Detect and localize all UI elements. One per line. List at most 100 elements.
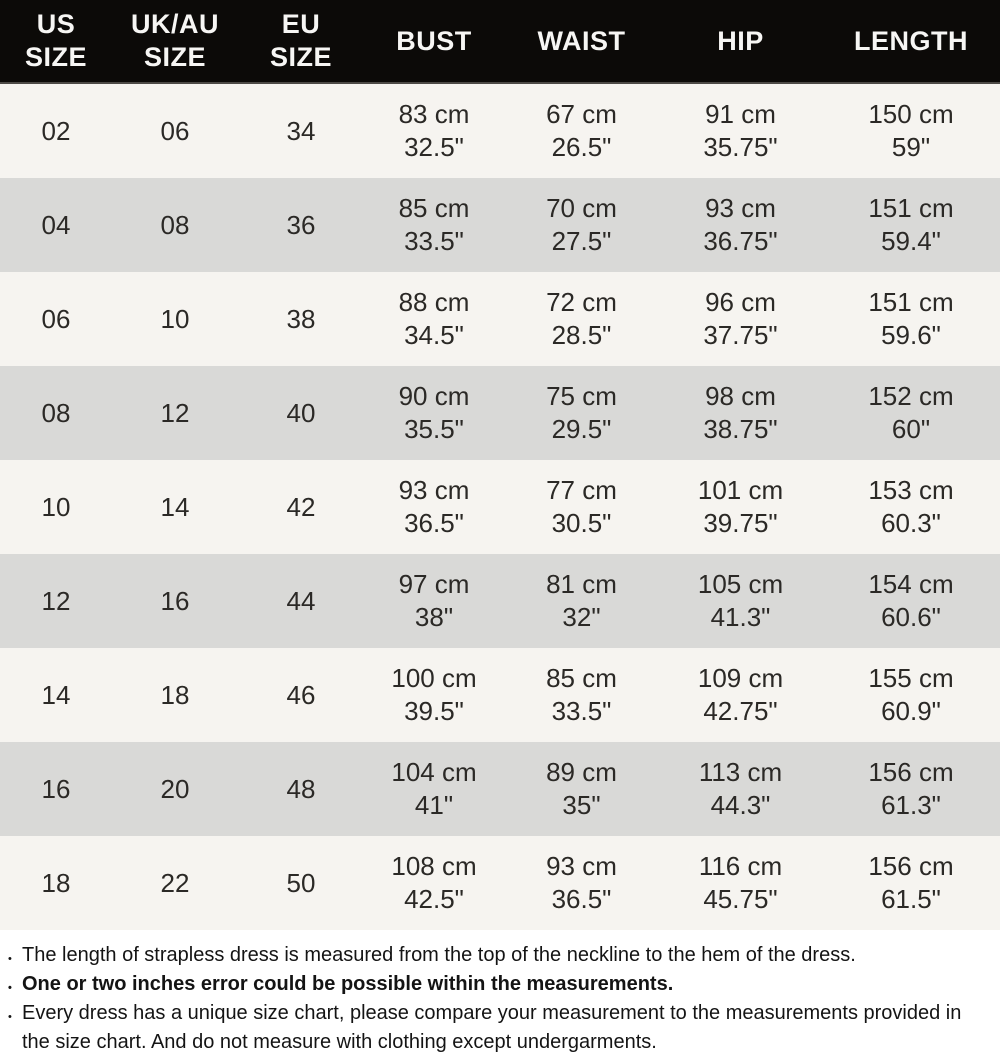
cell-line: 14	[160, 491, 190, 522]
cell-hip-row-4: 98 cm 38.75"	[659, 366, 822, 460]
cell-line: 33.5"	[404, 226, 464, 256]
cell-line: 36.75"	[703, 226, 778, 256]
bullet-icon: •	[8, 953, 12, 965]
cell-line: 100 cm	[391, 663, 477, 693]
cell-line: 116 cm	[698, 851, 783, 881]
cell-eu-row-3: 38	[238, 272, 364, 366]
cell-us-row-7: 14	[0, 648, 112, 742]
cell-line: 96 cm	[705, 287, 776, 317]
cell-us-row-8: 16	[0, 742, 112, 836]
cell-hip-row-1: 91 cm 35.75"	[659, 84, 822, 178]
size-table: US SIZE UK/AU SIZE EU SIZE BUST WAIST HIP LENGTH 0…	[0, 0, 1000, 930]
note-text: Every dress has a unique size chart, ple…	[22, 1002, 962, 1053]
cell-line: 42.75"	[703, 696, 778, 726]
cell-uk_au-row-6: 16	[112, 554, 238, 648]
cell-line: 32.5"	[404, 132, 464, 162]
cell-line: 06	[41, 303, 71, 334]
cell-bust-row-5: 93 cm 36.5"	[364, 460, 504, 554]
cell-line: 41"	[414, 790, 454, 820]
cell-line: 45.75"	[703, 884, 778, 914]
cell-line: SIZE	[143, 42, 206, 72]
cell-line: 27.5"	[551, 226, 612, 256]
cell-waist-row-9: 93 cm 36.5"	[504, 836, 659, 930]
cell-waist-row-1: 67 cm 26.5"	[504, 84, 659, 178]
bullet-icon: •	[8, 982, 12, 994]
note-text: The length of strapless dress is measure…	[22, 944, 856, 966]
cell-eu-row-1: 34	[238, 84, 364, 178]
column-header-length: LENGTH	[821, 0, 1000, 84]
cell-line: 113 cm	[698, 757, 783, 787]
column-header-waist: WAIST	[504, 0, 659, 84]
cell-uk_au-row-7: 18	[112, 648, 238, 742]
cell-line: 20	[160, 773, 190, 804]
note-1: • The length of strapless dress is measur…	[8, 941, 992, 970]
cell-line: BUST	[396, 25, 472, 56]
cell-bust-row-3: 88 cm 34.5"	[364, 272, 504, 366]
cell-bust-row-8: 104 cm 41"	[364, 742, 504, 836]
cell-line: 12	[41, 585, 71, 616]
cell-line: 35"	[562, 790, 601, 820]
cell-us-row-6: 12	[0, 554, 112, 648]
cell-line: 16	[41, 773, 71, 804]
cell-waist-row-2: 70 cm 27.5"	[504, 178, 659, 272]
cell-line: 59.6"	[881, 320, 941, 350]
cell-line: 108 cm	[391, 851, 477, 881]
cell-waist-row-8: 89 cm 35"	[504, 742, 659, 836]
cell-uk_au-row-2: 08	[112, 178, 238, 272]
cell-line: 37.75"	[703, 320, 778, 350]
cell-line: 152 cm	[868, 381, 954, 411]
cell-length-row-5: 153 cm 60.3"	[821, 460, 1000, 554]
cell-line: 42.5"	[404, 884, 464, 914]
cell-line: 44.3"	[710, 790, 771, 820]
cell-us-row-1: 02	[0, 84, 112, 178]
cell-line: 90 cm	[398, 381, 470, 411]
cell-eu-row-9: 50	[238, 836, 364, 930]
cell-line: 18	[160, 679, 190, 710]
cell-line: SIZE	[24, 42, 87, 72]
note-2: • One or two inches error could be possib…	[8, 970, 992, 999]
cell-line: 40	[286, 397, 316, 428]
cell-line: 156 cm	[868, 757, 954, 787]
column-header-bust: BUST	[364, 0, 504, 84]
cell-line: 39.5"	[404, 696, 464, 726]
cell-line: 41.3"	[710, 602, 771, 632]
cell-line: 48	[286, 773, 316, 804]
cell-line: US	[36, 9, 76, 39]
cell-line: 42	[286, 491, 316, 522]
cell-line: 72 cm	[546, 287, 617, 317]
cell-line: 77 cm	[546, 475, 617, 505]
cell-line: 04	[41, 209, 71, 240]
cell-line: 06	[160, 115, 190, 146]
cell-line: 67 cm	[546, 99, 617, 129]
cell-line: 32"	[562, 602, 601, 632]
cell-line: 89 cm	[546, 757, 617, 787]
cell-eu-row-5: 42	[238, 460, 364, 554]
cell-line: 91 cm	[705, 99, 776, 129]
cell-line: 36.5"	[404, 508, 464, 538]
cell-line: 153 cm	[868, 475, 954, 505]
cell-hip-row-9: 116 cm 45.75"	[659, 836, 822, 930]
cell-length-row-8: 156 cm 61.3"	[821, 742, 1000, 836]
cell-line: 155 cm	[868, 663, 954, 693]
cell-line: HIP	[717, 25, 764, 56]
column-header-us: US SIZE	[0, 0, 112, 84]
cell-bust-row-4: 90 cm 35.5"	[364, 366, 504, 460]
cell-line: 85 cm	[398, 193, 470, 223]
cell-line: 30.5"	[551, 508, 612, 538]
cell-us-row-3: 06	[0, 272, 112, 366]
column-header-uk_au: UK/AU SIZE	[112, 0, 238, 84]
cell-us-row-9: 18	[0, 836, 112, 930]
cell-hip-row-8: 113 cm 44.3"	[659, 742, 822, 836]
cell-waist-row-3: 72 cm 28.5"	[504, 272, 659, 366]
cell-line: 150 cm	[868, 99, 954, 129]
cell-line: 26.5"	[551, 132, 612, 162]
cell-line: 35.75"	[703, 132, 778, 162]
cell-line: 151 cm	[868, 287, 954, 317]
cell-us-row-5: 10	[0, 460, 112, 554]
cell-line: 46	[286, 679, 316, 710]
note-3: • Every dress has a unique size chart, pl…	[8, 999, 992, 1057]
cell-line: 14	[41, 679, 71, 710]
cell-line: 50	[286, 867, 316, 898]
cell-line: 83 cm	[398, 99, 470, 129]
cell-hip-row-6: 105 cm 41.3"	[659, 554, 822, 648]
